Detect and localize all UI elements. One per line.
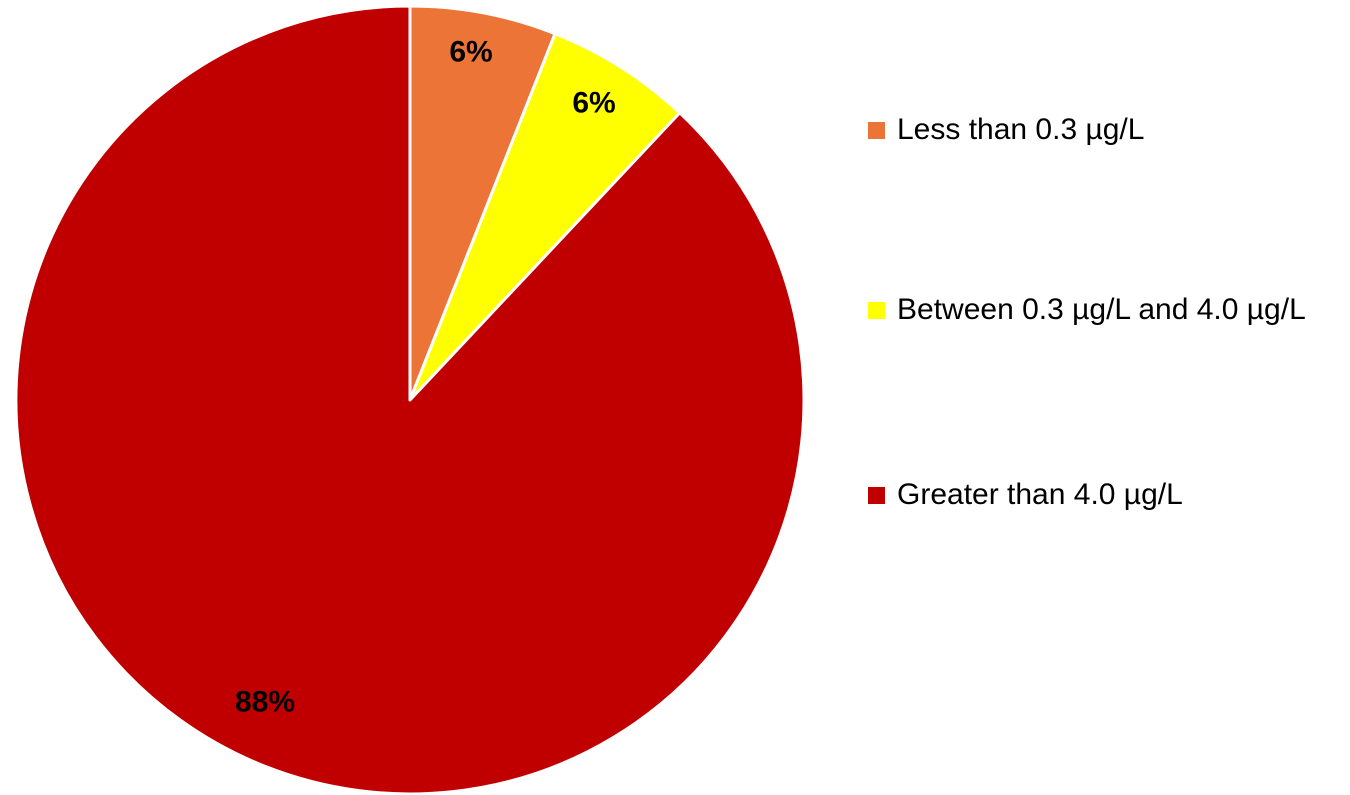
- legend-label-greater-than-4-0: Greater than 4.0 µg/L: [897, 478, 1183, 511]
- legend-swatch-greater-than-4-0: [868, 487, 885, 504]
- legend-swatch-less-than-0-3: [868, 122, 885, 139]
- legend-swatch-between-0-3-and-4-0: [868, 302, 885, 319]
- legend-label-less-than-0-3: Less than 0.3 µg/L: [897, 113, 1145, 146]
- legend-item-less-than-0-3: Less than 0.3 µg/L: [868, 108, 1327, 152]
- legend-label-between-0-3-and-4-0: Between 0.3 µg/L and 4.0 µg/L: [897, 293, 1306, 326]
- data-label-between-0-3-ug-l-and-4-0-ug-l: 6%: [572, 87, 615, 120]
- data-label-less-than-0-3-ug-l: 6%: [449, 36, 492, 69]
- pie-slices: [14, 4, 806, 795]
- data-label-greater-than-4-0-ug-l: 88%: [235, 686, 295, 719]
- legend-item-greater-than-4-0: Greater than 4.0 µg/L: [868, 473, 1327, 517]
- pie-slice-less-than-0-3-ug-l: [408, 4, 557, 402]
- pie-slice-between-0-3-ug-l-and-4-0-ug-l: [408, 32, 682, 402]
- legend-item-between-0-3-and-4-0: Between 0.3 µg/L and 4.0 µg/L: [868, 288, 1327, 332]
- pie-slice-greater-than-4-0-ug-l: [14, 4, 806, 795]
- pie-data-labels: 6% 6% 88%: [235, 36, 616, 719]
